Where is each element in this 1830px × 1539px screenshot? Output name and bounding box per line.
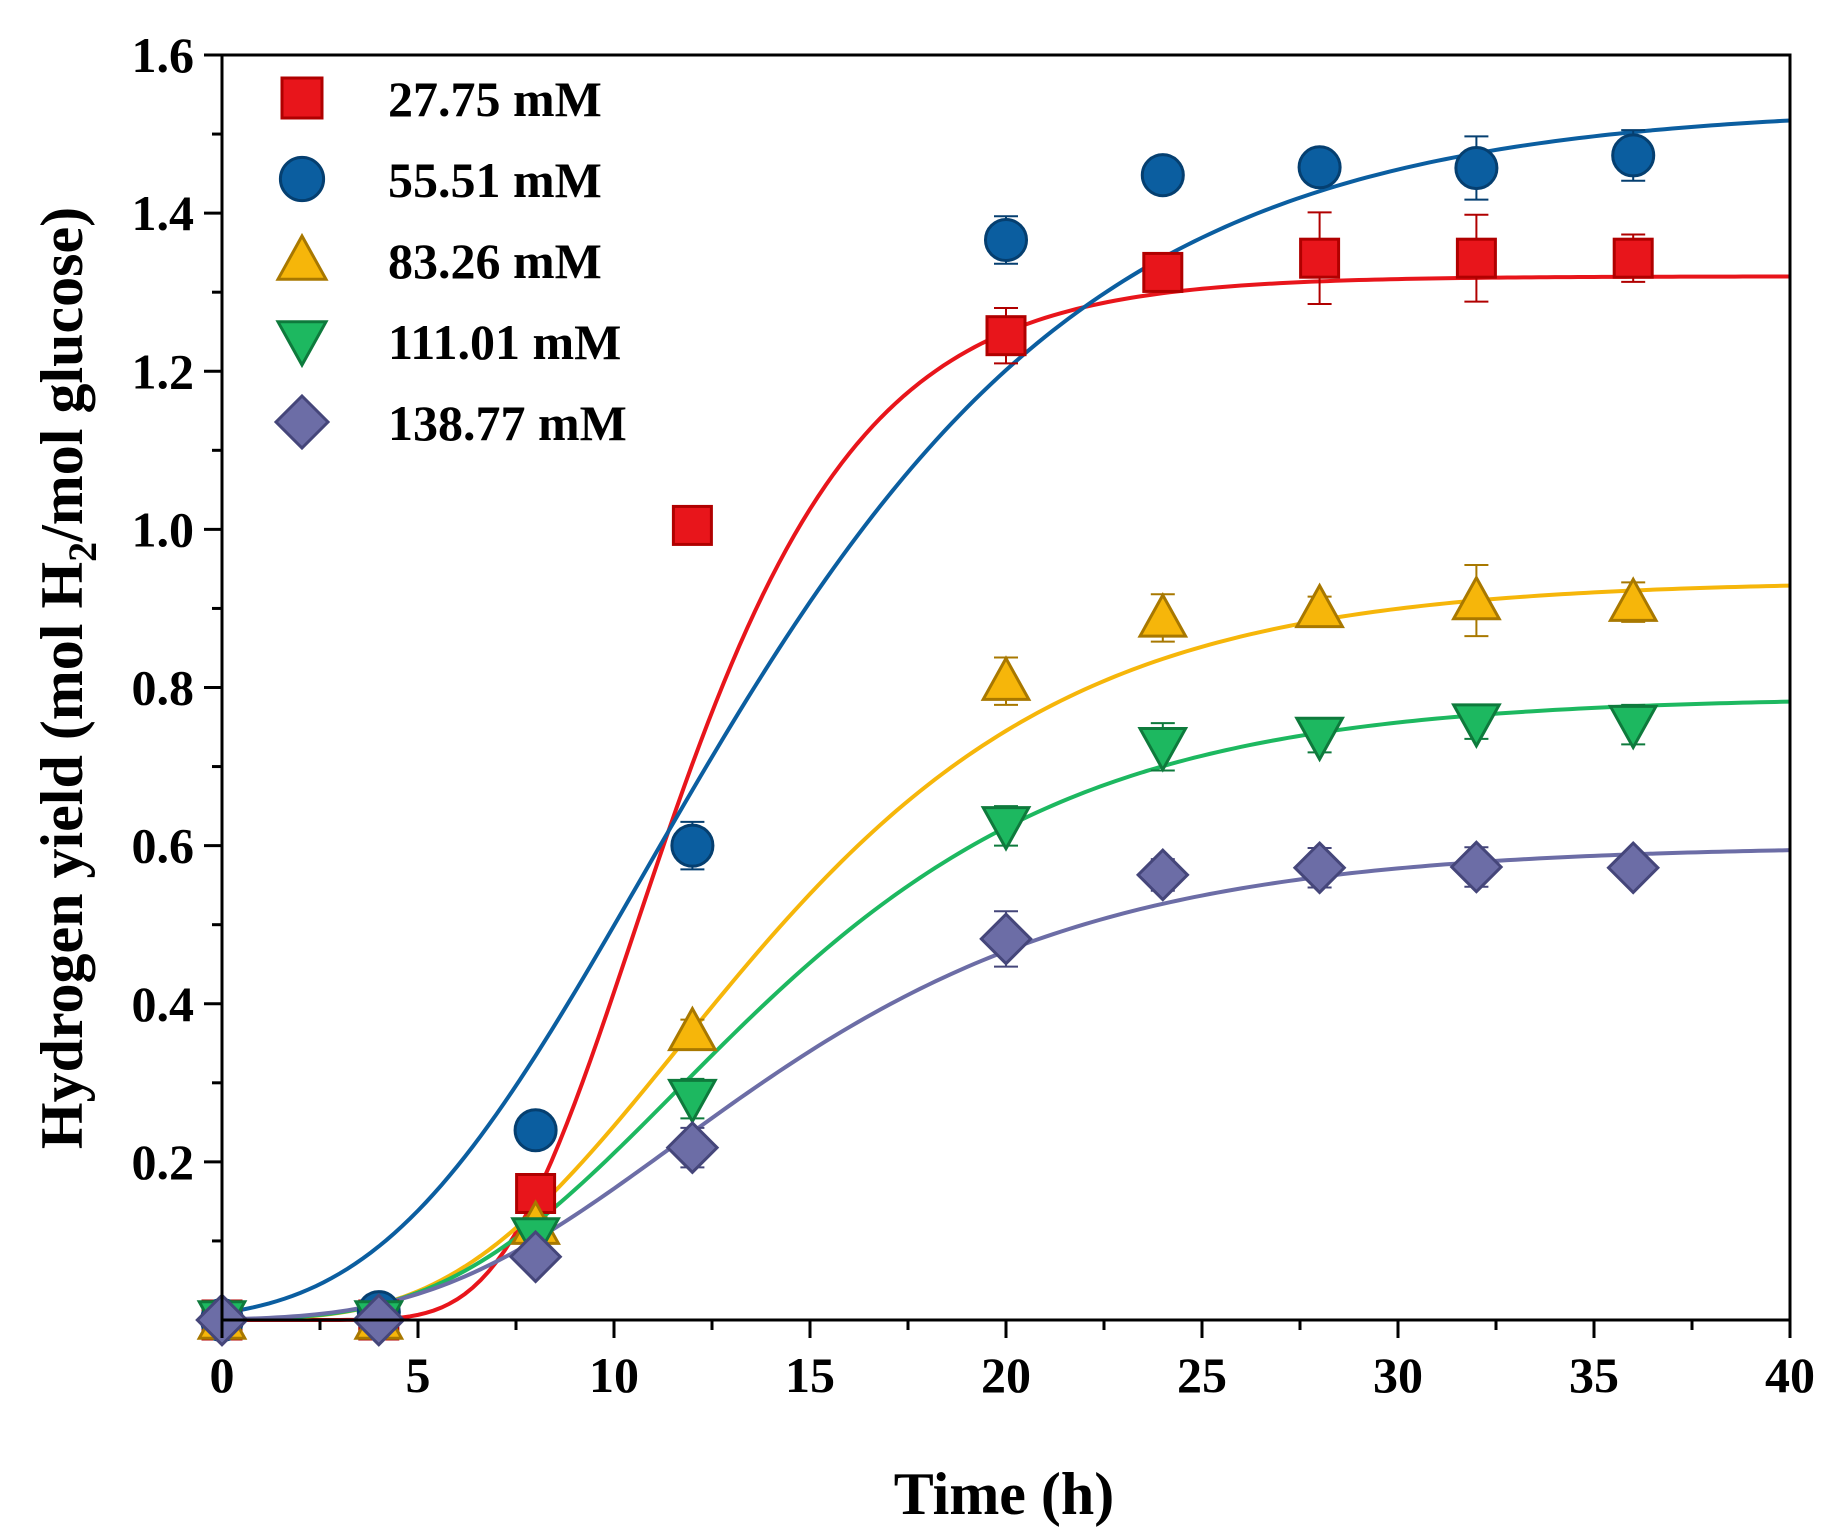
legend-marker-138-77-mm xyxy=(273,393,331,451)
data-point-27-75-mm xyxy=(985,315,1027,357)
y-tick-label: 0.6 xyxy=(132,818,195,874)
data-point-55-51-mm xyxy=(1297,145,1342,190)
legend-label-27-75-mm: 27.75 mM xyxy=(388,71,602,127)
legend-label-111-01-mm: 111.01 mM xyxy=(388,314,621,370)
legend-label-55-51-mm: 55.51 mM xyxy=(388,152,602,208)
data-point-55-51-mm xyxy=(1140,153,1185,198)
data-point-83-26-mm xyxy=(1607,576,1659,622)
legend-entry-138-77-mm: 138.77 mM xyxy=(273,393,627,451)
y-axis-title: Hydrogen yield (mol H2/mol glucose) xyxy=(29,207,105,1149)
legend-entry-55-51-mm: 55.51 mM xyxy=(278,152,602,208)
data-point-27-75-mm xyxy=(671,504,713,546)
fit-curve-83-26-mm xyxy=(221,583,1791,1322)
data-point-83-26-mm xyxy=(1294,582,1345,629)
data-point-55-51-mm xyxy=(1454,146,1499,191)
legend-entry-83-26-mm: 83.26 mM xyxy=(275,232,602,289)
y-axis-title-rest: /mol glucose) xyxy=(29,207,95,543)
data-point-55-51-mm xyxy=(983,217,1029,263)
y-tick-label: 0.2 xyxy=(132,1134,195,1190)
legend: 27.75 mM 55.51 mM 83.26 mM 111.01 mM 138.77 … xyxy=(273,71,627,451)
data-point-55-51-mm xyxy=(1611,133,1656,178)
legend-entry-111-01-mm: 111.01 mM xyxy=(275,314,621,370)
legend-marker-27-75-mm xyxy=(280,76,324,120)
y-tick-label: 1.2 xyxy=(132,343,195,399)
data-point-27-75-mm xyxy=(1299,237,1341,279)
y-tick-label: 1.4 xyxy=(132,185,195,241)
data-markers xyxy=(195,133,1661,1347)
x-axis-title: Time (h) xyxy=(894,1461,1115,1527)
legend-marker-55-51-mm xyxy=(278,155,326,203)
x-tick-label: 5 xyxy=(406,1347,431,1403)
x-tick-label: 30 xyxy=(1373,1347,1423,1403)
y-tick-label: 0.8 xyxy=(132,660,195,716)
legend-label-138-77-mm: 138.77 mM xyxy=(388,395,627,451)
data-point-138-77-mm xyxy=(1292,840,1347,895)
y-axis-title-main: Hydrogen yield (mol H xyxy=(29,562,95,1149)
legend-marker-83-26-mm xyxy=(275,232,329,281)
x-tick-label: 25 xyxy=(1177,1347,1227,1403)
data-point-55-51-mm xyxy=(670,823,715,868)
x-tick-label: 20 xyxy=(981,1347,1031,1403)
data-point-83-26-mm xyxy=(667,1005,718,1052)
x-tick-label: 40 xyxy=(1765,1347,1815,1403)
data-point-83-26-mm xyxy=(1451,574,1502,621)
data-point-55-51-mm xyxy=(513,1108,558,1153)
y-tick-label: 0.4 xyxy=(132,976,195,1032)
data-point-111-01-mm xyxy=(980,806,1032,852)
data-point-111-01-mm xyxy=(1294,716,1345,763)
data-point-138-77-mm xyxy=(1135,848,1190,902)
data-point-111-01-mm xyxy=(1607,704,1659,751)
data-point-138-77-mm xyxy=(665,1120,720,1175)
legend-label-83-26-mm: 83.26 mM xyxy=(388,233,602,289)
data-point-138-77-mm xyxy=(508,1229,563,1284)
x-tick-label: 35 xyxy=(1569,1347,1619,1403)
data-point-27-75-mm xyxy=(1455,237,1497,279)
data-point-111-01-mm xyxy=(667,1078,718,1125)
fit-curve-55-51-mm xyxy=(221,118,1791,1315)
data-point-27-75-mm xyxy=(1612,237,1654,279)
y-axis-title-subscript: 2 xyxy=(60,542,105,562)
legend-marker-111-01-mm xyxy=(275,320,329,369)
x-tick-label: 15 xyxy=(785,1347,835,1403)
y-tick-label: 1.6 xyxy=(132,27,195,83)
x-tick-label: 0 xyxy=(210,1347,235,1403)
data-point-83-26-mm xyxy=(1137,592,1189,638)
x-tick-label: 10 xyxy=(589,1347,639,1403)
legend-entry-27-75-mm: 27.75 mM xyxy=(280,71,602,127)
data-point-111-01-mm xyxy=(1451,703,1502,749)
data-point-138-77-mm xyxy=(979,912,1033,966)
data-point-83-26-mm xyxy=(980,655,1032,701)
data-point-27-75-mm xyxy=(1142,251,1184,293)
data-point-138-77-mm xyxy=(1606,840,1661,895)
axes: 0 5 10 15 20 25 30 35 40 0.2 0.4 0.6 0.8 1.0 1.2 1.4 1.6 xyxy=(132,27,1816,1403)
y-tick-label: 1.0 xyxy=(132,501,195,557)
data-point-111-01-mm xyxy=(1137,727,1189,773)
data-point-138-77-mm xyxy=(1449,840,1504,894)
